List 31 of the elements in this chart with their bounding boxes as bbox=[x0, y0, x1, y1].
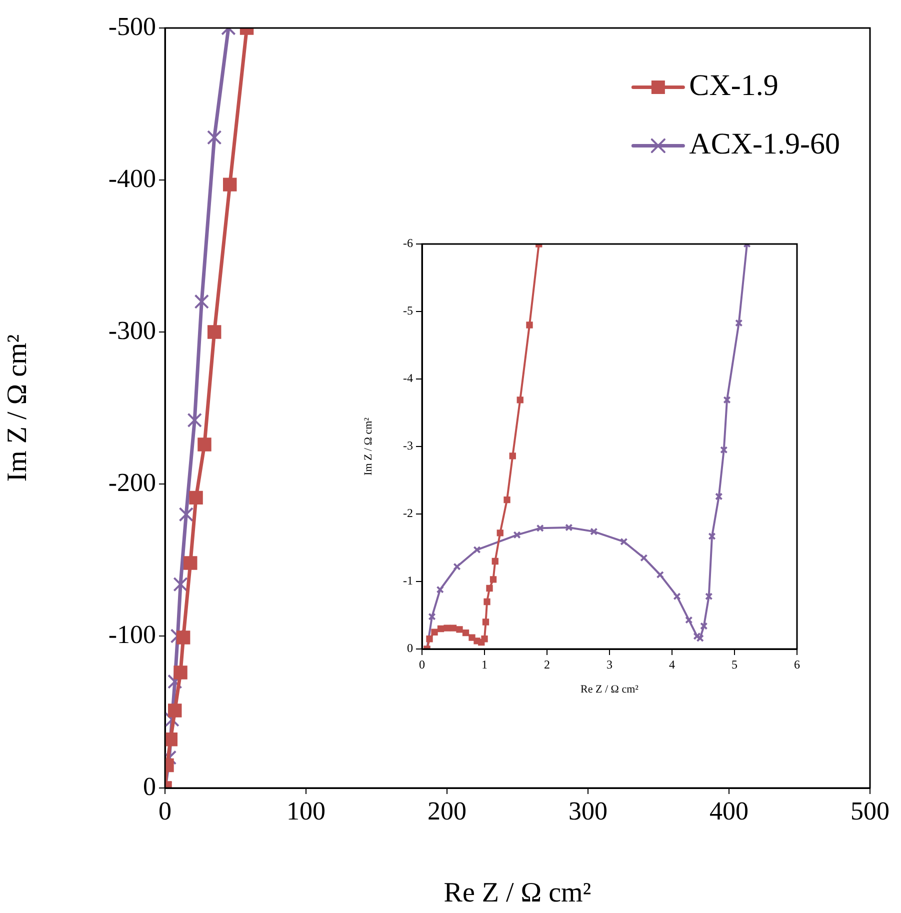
x-tick-label: 100 bbox=[286, 796, 326, 826]
y-axis-title: Im Z / Ω cm² bbox=[2, 334, 34, 482]
x-tick-label: 5 bbox=[732, 657, 738, 672]
y-tick-label: -300 bbox=[108, 316, 156, 345]
y-tick-label: 0 bbox=[407, 641, 413, 656]
x-tick-label: 4 bbox=[669, 657, 675, 672]
x-tick-label: 3 bbox=[606, 657, 612, 672]
legend-label: CX-1.9 bbox=[689, 69, 778, 102]
y-tick-label: -100 bbox=[108, 620, 156, 649]
x-axis-title: Re Z / Ω cm² bbox=[444, 878, 592, 909]
y-tick-label: -400 bbox=[108, 164, 156, 193]
x-tick-label: 0 bbox=[419, 657, 425, 672]
x-tick-label: 400 bbox=[710, 796, 748, 826]
legend-label: ACX-1.9-60 bbox=[689, 128, 840, 161]
y-tick-label: -500 bbox=[108, 12, 156, 41]
y-tick-label: -3 bbox=[403, 438, 413, 453]
x-tick-label: 200 bbox=[428, 796, 466, 826]
x-tick-label: 1 bbox=[482, 657, 488, 672]
y-tick-label: -2 bbox=[403, 506, 413, 520]
y-tick-label: -1 bbox=[403, 574, 413, 588]
x-tick-label: 2 bbox=[544, 657, 550, 672]
x-axis-title: Re Z / Ω cm² bbox=[580, 683, 640, 696]
x-tick-label: 300 bbox=[568, 796, 608, 826]
x-tick-label: 500 bbox=[850, 796, 890, 826]
y-axis-title: Im Z / Ω cm² bbox=[362, 416, 374, 476]
y-tick-label: -200 bbox=[108, 468, 156, 497]
y-tick-label: -5 bbox=[403, 304, 413, 318]
y-tick-label: 0 bbox=[143, 772, 156, 801]
y-tick-label: -6 bbox=[403, 236, 413, 250]
x-tick-label: 6 bbox=[794, 657, 800, 672]
y-tick-label: -4 bbox=[403, 371, 413, 386]
